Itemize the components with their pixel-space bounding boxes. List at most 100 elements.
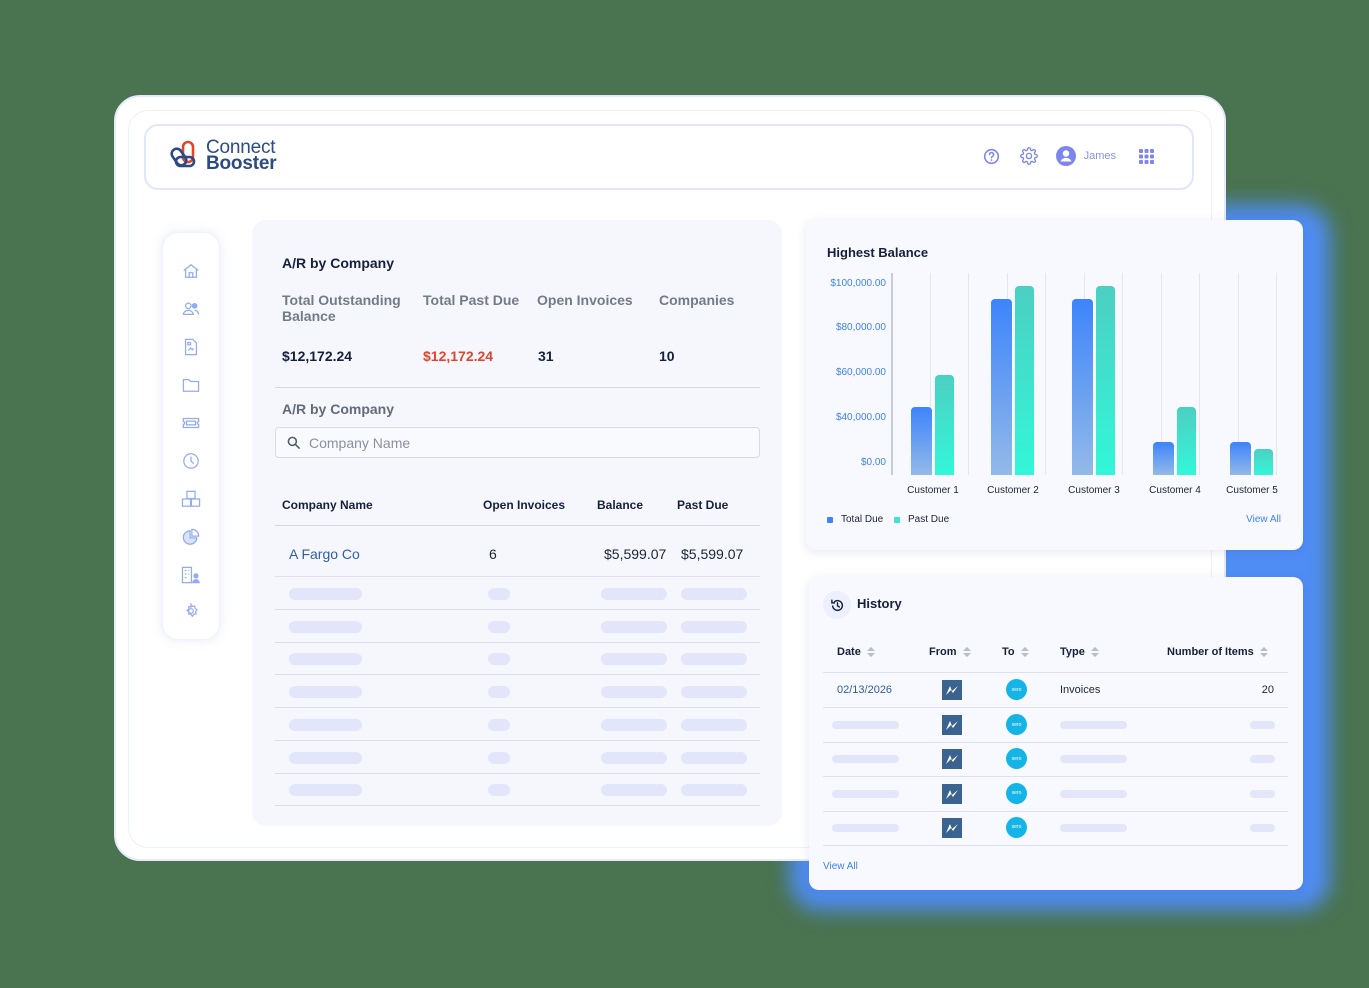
x-axis-label: Customer 1 — [907, 485, 959, 496]
legend-swatch-total-due — [827, 516, 833, 523]
logo[interactable]: Connect Booster — [170, 138, 277, 173]
bar-total-due[interactable] — [1153, 442, 1174, 475]
column-header-balance[interactable]: Balance — [597, 498, 644, 512]
column-header-company-name[interactable]: Company Name — [282, 498, 373, 512]
skeleton-bar — [601, 653, 667, 666]
bar-past-due[interactable] — [935, 375, 954, 475]
skeleton-bar — [681, 620, 747, 633]
chart-title: Highest Balance — [827, 245, 929, 260]
legend-past-due: Past Due — [894, 514, 949, 525]
column-header-number-of-items[interactable]: Number of Items — [1167, 646, 1268, 658]
user-name: James — [1083, 150, 1116, 162]
settings-icon[interactable] — [181, 601, 201, 621]
users-icon[interactable] — [181, 299, 201, 319]
home-icon[interactable] — [181, 261, 201, 281]
y-tick-label: $40,000.00 — [835, 412, 886, 423]
row-divider — [275, 772, 760, 774]
y-tick-label: $80,000.00 — [835, 322, 886, 333]
skeleton-bar — [1250, 755, 1275, 764]
skeleton-bar — [832, 721, 899, 729]
clock-icon[interactable] — [181, 451, 201, 471]
bar-past-due[interactable] — [1177, 406, 1196, 475]
document-icon[interactable] — [181, 337, 201, 357]
header-label: Type — [1060, 646, 1085, 658]
history-view-all-link[interactable]: View All — [823, 861, 858, 872]
divider — [275, 387, 760, 388]
xero-icon: xero — [1006, 679, 1027, 700]
connectbooster-logo-icon — [170, 140, 196, 168]
skeleton-bar — [681, 588, 747, 600]
connectwise-icon — [942, 715, 962, 735]
type-cell: Invoices — [1060, 684, 1101, 696]
row-divider — [275, 674, 760, 676]
stat-label-companies: Companies — [659, 292, 735, 308]
sort-icon — [1090, 647, 1099, 657]
x-axis-label: Customer 5 — [1226, 485, 1278, 496]
grid-line — [1237, 273, 1239, 475]
help-icon[interactable] — [982, 146, 1002, 166]
bar-past-due[interactable] — [1015, 286, 1034, 475]
bar-total-due[interactable] — [991, 299, 1012, 475]
y-tick-label: $100,000.00 — [830, 278, 886, 289]
highest-balance-card: Highest Balance $100,000.00 $80,000.00 $60… — [806, 220, 1303, 550]
building-user-icon[interactable] — [181, 565, 201, 585]
skeleton-bar — [488, 620, 510, 633]
company-name-link[interactable]: A Fargo Co — [289, 546, 360, 562]
apps-grid-icon[interactable] — [1136, 146, 1156, 166]
company-search-field[interactable] — [275, 427, 760, 458]
skeleton-bar — [601, 588, 667, 600]
folder-icon[interactable] — [181, 375, 201, 395]
legend-label: Past Due — [908, 514, 950, 525]
bar-past-due[interactable] — [1254, 449, 1273, 475]
chart-view-all-link[interactable]: View All — [1246, 514, 1281, 525]
skeleton-bar — [488, 784, 510, 797]
ticket-icon[interactable] — [181, 413, 201, 433]
row-divider — [275, 576, 760, 577]
column-header-type[interactable]: Type — [1060, 646, 1099, 658]
xero-icon: xero — [1006, 816, 1027, 838]
gear-icon[interactable] — [1019, 146, 1039, 166]
panel-title: A/R by Company — [282, 255, 395, 271]
sidebar — [162, 232, 220, 640]
skeleton-bar — [1060, 823, 1127, 832]
bar-total-due[interactable] — [1230, 442, 1251, 475]
bar-past-due[interactable] — [1096, 286, 1115, 475]
history-card: History Date From To Type Number of Item… — [809, 577, 1303, 890]
company-search-input[interactable] — [309, 433, 749, 453]
column-header-to[interactable]: To — [1002, 646, 1029, 658]
past-due-cell: $5,599.07 — [681, 546, 744, 562]
connectwise-icon — [942, 783, 962, 804]
header-divider — [823, 672, 1288, 673]
column-header-open-invoices[interactable]: Open Invoices — [483, 498, 566, 512]
user-avatar-icon — [1055, 146, 1076, 166]
balance-cell: $5,599.07 — [604, 546, 667, 562]
column-header-past-due[interactable]: Past Due — [677, 498, 729, 512]
stat-label-total-past-due: Total Past Due — [423, 292, 520, 308]
pie-chart-icon[interactable] — [181, 527, 201, 547]
search-icon — [287, 436, 300, 449]
user-menu[interactable]: James — [1055, 146, 1116, 166]
skeleton-bar — [1060, 755, 1127, 764]
header-label: Date — [837, 646, 861, 658]
date-link[interactable]: 02/13/2026 — [837, 684, 893, 696]
history-title: History — [857, 596, 902, 611]
legend-swatch-past-due — [894, 516, 900, 523]
skeleton-bar — [488, 588, 510, 600]
history-icon — [823, 591, 851, 619]
skeleton-bar — [681, 718, 747, 731]
skeleton-bar — [681, 653, 747, 666]
skeleton-bar — [289, 620, 362, 633]
bar-total-due[interactable] — [1072, 299, 1093, 475]
bar-total-due[interactable] — [911, 406, 932, 475]
x-axis-label: Customer 2 — [987, 485, 1039, 496]
row-divider — [275, 739, 760, 741]
row-divider — [275, 707, 760, 709]
xero-label: xero — [1011, 686, 1022, 693]
header-label: To — [1002, 646, 1015, 658]
column-header-from[interactable]: From — [929, 646, 971, 658]
boxes-icon[interactable] — [181, 489, 201, 509]
skeleton-bar — [488, 718, 510, 731]
row-divider — [823, 776, 1288, 778]
column-header-date[interactable]: Date — [837, 646, 875, 658]
xero-icon: xero — [1006, 748, 1027, 770]
